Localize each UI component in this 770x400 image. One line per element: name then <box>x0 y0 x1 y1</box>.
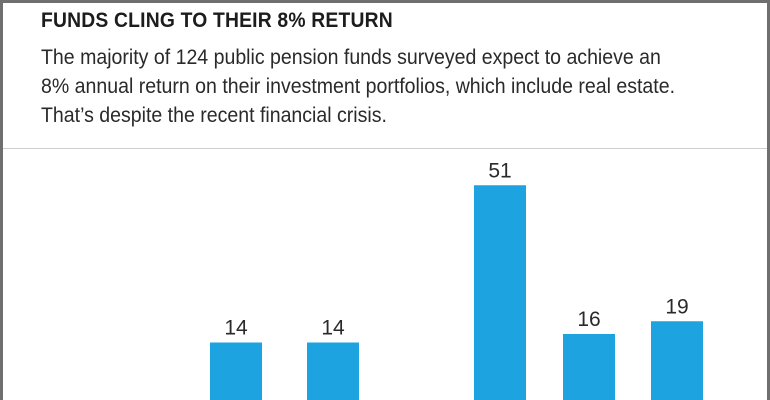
chart-subtitle: The majority of 124 public pension funds… <box>41 46 675 127</box>
bar-value-label-1: 14 <box>224 317 248 340</box>
chart-title: FUNDS CLING TO THEIR 8% RETURN <box>41 9 393 32</box>
bar-3 <box>474 185 526 400</box>
bar-1 <box>210 342 262 400</box>
bar-2 <box>307 342 359 400</box>
bar-5 <box>651 321 703 400</box>
bar-value-label-4: 16 <box>577 308 600 331</box>
header-divider <box>3 148 767 149</box>
bar-value-label-3: 51 <box>488 159 511 182</box>
bar-value-label-2: 14 <box>321 317 345 340</box>
bar-4 <box>563 334 615 400</box>
bar-value-label-5: 19 <box>665 295 688 318</box>
